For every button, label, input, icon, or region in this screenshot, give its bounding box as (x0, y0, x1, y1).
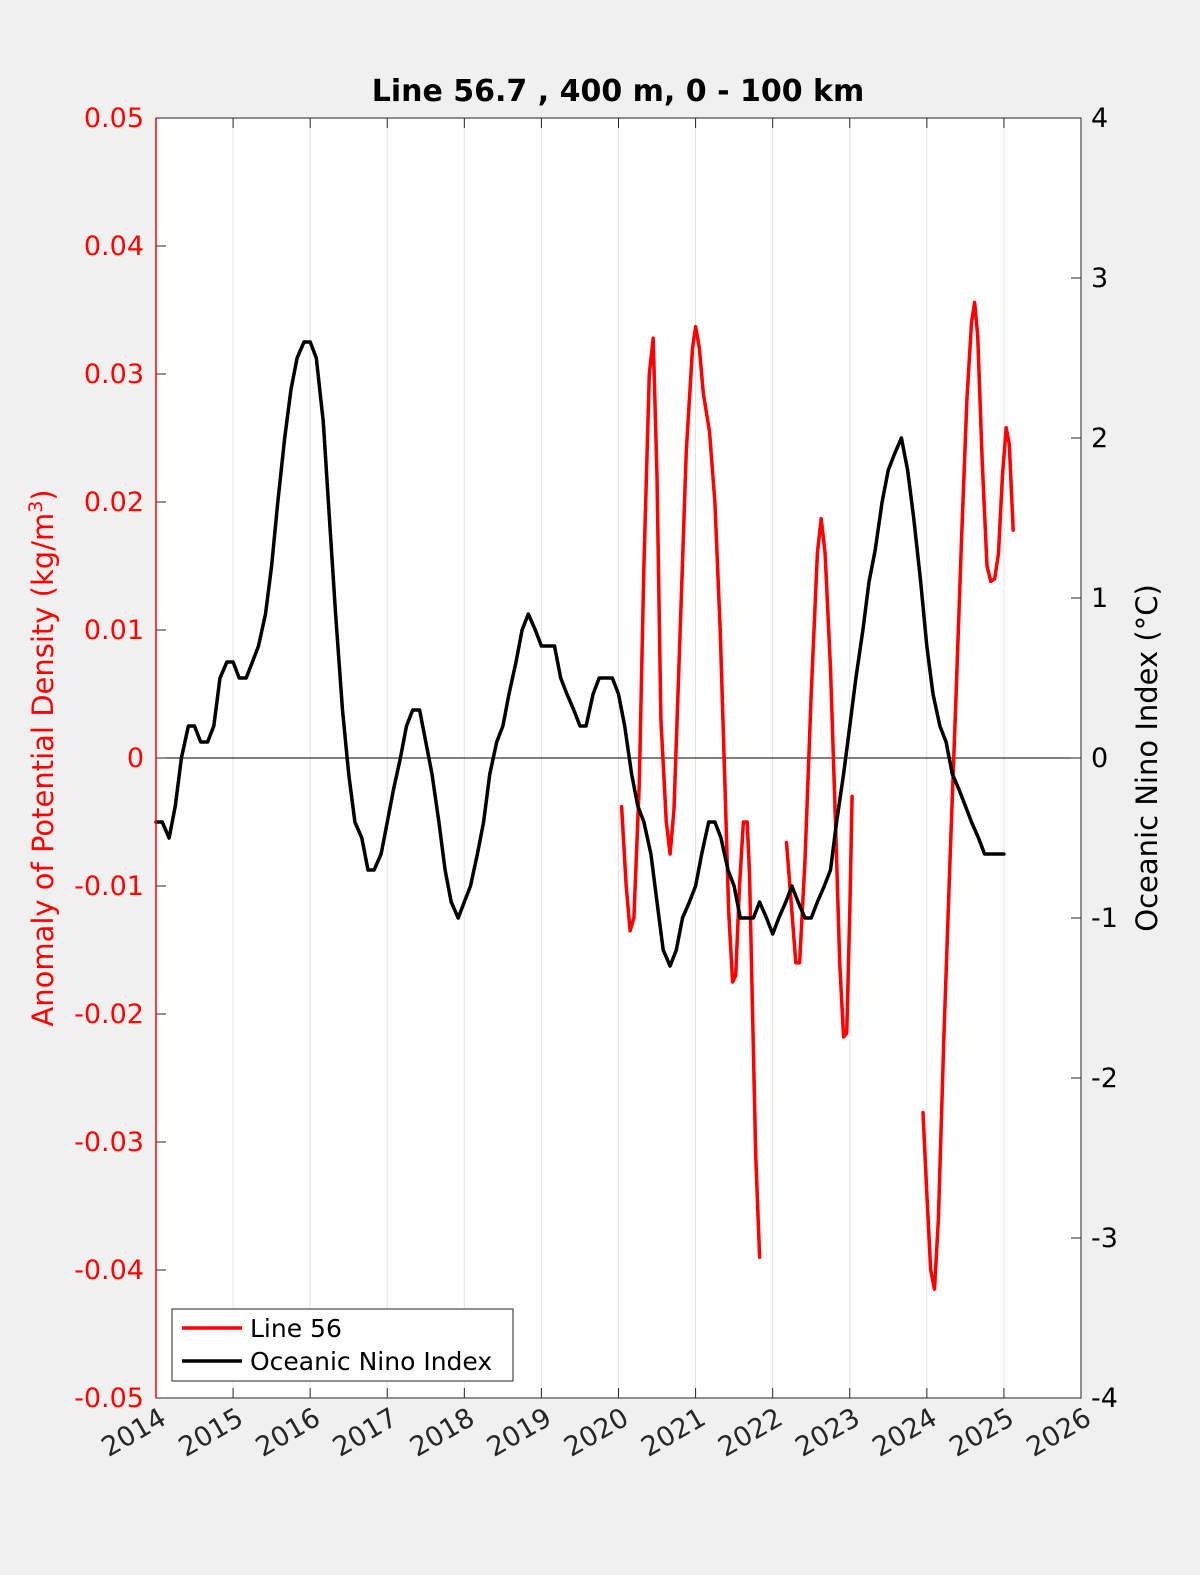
x-tick-label: 2015 (174, 1402, 249, 1463)
y-axis-right: 4 3 2 1 0 -1 -2 -3 -4 (1071, 103, 1118, 1414)
x-tick-label: 2021 (636, 1402, 711, 1463)
x-tick-label: 2022 (713, 1402, 788, 1463)
y-axis-left: 0.05 0.04 0.03 0.02 0.01 0 -0.01 -0.02 -0.03 -0.0… (74, 103, 166, 1414)
y-left-tick-label: -0.04 (74, 1255, 144, 1286)
y-left-tick-label: -0.02 (74, 999, 144, 1030)
y-right-tick-label: -1 (1091, 903, 1118, 934)
y-left-tick-label: 0.05 (84, 103, 144, 134)
y-right-tick-label: -2 (1091, 1063, 1118, 1094)
y-left-tick-label: -0.01 (74, 871, 144, 902)
y-right-tick-label: 4 (1091, 103, 1108, 134)
x-tick-label: 2023 (790, 1402, 865, 1463)
chart-title: Line 56.7 , 400 m, 0 - 100 km (372, 74, 865, 109)
y-left-tick-label: -0.03 (74, 1127, 144, 1158)
x-tick-label: 2024 (867, 1402, 942, 1463)
legend-label-line-56: Line 56 (250, 1314, 342, 1343)
x-tick-label: 2019 (482, 1402, 557, 1463)
y-right-tick-label: 1 (1091, 583, 1108, 614)
x-tick-label: 2018 (405, 1402, 480, 1463)
legend: Line 56 Oceanic Nino Index (171, 1308, 514, 1382)
y-axis-right-label: Oceanic Nino Index (°C) (1130, 584, 1164, 932)
y-left-tick-label: 0.04 (84, 231, 144, 262)
series-line-56-segment (784, 516, 854, 1039)
x-tick-label: 2020 (559, 1402, 634, 1463)
x-tick-label: 2025 (944, 1402, 1019, 1463)
series-line-56-segment (619, 324, 762, 1259)
legend-box (171, 1308, 514, 1382)
y-right-tick-label: 0 (1091, 743, 1108, 774)
y-left-tick-label: 0.03 (84, 359, 144, 390)
x-tick-label: 2026 (1021, 1402, 1096, 1463)
y-left-tick-label: 0.01 (84, 615, 144, 646)
y-right-tick-label: -4 (1091, 1383, 1118, 1414)
x-tick-label: 2017 (328, 1402, 403, 1463)
y-right-tick-label: 2 (1091, 423, 1108, 454)
legend-label-oni: Oceanic Nino Index (250, 1347, 492, 1376)
y-left-tick-label: 0 (127, 743, 144, 774)
series-oceanic-nino-index (154, 340, 1006, 968)
y-right-tick-label: 3 (1091, 263, 1108, 294)
y-right-tick-label: -3 (1091, 1223, 1118, 1254)
series-layer (154, 300, 1015, 1291)
y-axis-left-label: Anomaly of Potential Density (kg/m3) (25, 489, 60, 1026)
x-tick-label: 2016 (251, 1402, 326, 1463)
y-left-tick-label: 0.02 (84, 487, 144, 518)
y-left-tick-label: -0.05 (74, 1383, 144, 1414)
series-line-56-segment (921, 300, 1015, 1291)
